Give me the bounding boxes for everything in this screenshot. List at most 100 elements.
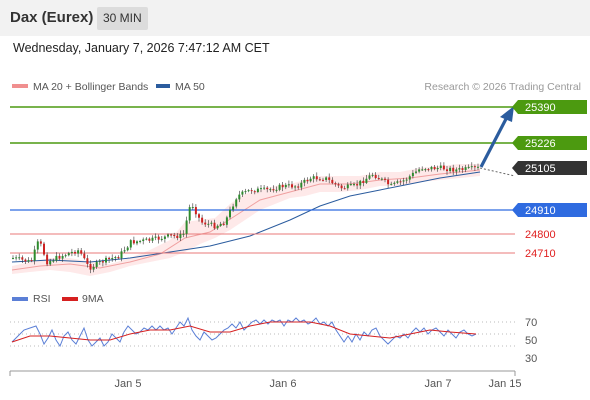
candle-body (464, 167, 467, 170)
candle-body (365, 178, 368, 183)
candle-body (70, 251, 73, 254)
timeframe-badge[interactable]: 30 MIN (97, 7, 148, 30)
candle-body (349, 184, 352, 186)
candle-body (309, 178, 312, 182)
candle-body (343, 188, 346, 190)
ma20-line (11, 169, 481, 271)
candle-body (194, 207, 197, 215)
candle-body (238, 194, 241, 200)
pivot-level-value: 24910 (525, 205, 556, 217)
candle-body (384, 178, 386, 180)
candle-body (108, 257, 111, 260)
target-level-tag (512, 100, 587, 114)
candle-body (399, 181, 402, 183)
candle-body (163, 236, 166, 239)
bollinger-legend-label: MA 20 + Bollinger Bands (33, 81, 148, 93)
candle-body (55, 255, 58, 261)
candle-body (272, 189, 275, 191)
forecast-arrowhead (500, 106, 514, 122)
resistance-level-tag (512, 136, 587, 150)
ma50-legend-label: MA 50 (175, 81, 205, 93)
candle-body (461, 168, 464, 170)
last-price-value: 25105 (525, 163, 556, 175)
candle-body (235, 199, 238, 207)
rsi-ma-line (11, 321, 477, 343)
candle-body (123, 250, 126, 252)
candle-body (306, 179, 309, 182)
candle-body (176, 235, 179, 239)
candle-body (58, 255, 61, 259)
candle-body (24, 259, 27, 262)
candle-body (411, 172, 414, 177)
candle-body (241, 191, 244, 195)
candle-body (117, 257, 120, 259)
candle-body (173, 235, 176, 237)
candle-body (362, 180, 365, 183)
candle-body (210, 222, 213, 224)
candle-body (92, 266, 95, 270)
candle-body (185, 220, 188, 234)
candle-body (253, 191, 256, 193)
candle-body (328, 177, 331, 180)
candles (12, 162, 479, 274)
candle-body (337, 184, 340, 186)
instrument-title: Dax (Eurex) (10, 9, 94, 26)
candle-body (470, 166, 473, 168)
candle-body (340, 185, 343, 189)
candle-body (148, 238, 151, 241)
rsi-legend-swatch (12, 297, 28, 301)
candle-body (402, 180, 405, 182)
candle-body (67, 253, 70, 256)
candle-body (356, 184, 359, 186)
candle-body (322, 179, 324, 181)
candle-body (452, 167, 455, 172)
candle-body (167, 234, 169, 237)
candle-body (61, 255, 64, 259)
last-price-line (479, 167, 516, 177)
candle-body (136, 241, 138, 244)
candle-body (18, 257, 21, 259)
candle-body (120, 251, 123, 259)
candle-body (154, 236, 157, 238)
candle-body (207, 223, 210, 225)
candle-body (219, 223, 222, 226)
last-price-tag (512, 161, 587, 175)
candle-body (74, 251, 76, 254)
candle-body (247, 190, 250, 192)
candle-body (182, 233, 185, 235)
candle-body (297, 186, 300, 188)
candle-body (111, 258, 114, 260)
candle-body (179, 234, 182, 239)
candle-body (129, 240, 132, 248)
candle-body (408, 176, 411, 180)
candle-body (284, 184, 287, 188)
forecast-arrow (479, 116, 509, 168)
candle-body (380, 178, 383, 180)
candle-body (49, 260, 52, 265)
candle-body (151, 237, 154, 241)
candle-body (86, 258, 89, 264)
x-label-jan7: Jan 7 (425, 378, 452, 390)
candle-body (12, 257, 14, 259)
ma50-legend-swatch (156, 84, 170, 88)
candle-body (278, 184, 281, 190)
candle-body (458, 168, 461, 170)
x-label-jan15: Jan 15 (488, 378, 521, 390)
candle-body (291, 184, 293, 188)
candle-body (201, 217, 204, 223)
pivot-level-tag (512, 203, 587, 217)
candle-body (359, 180, 362, 186)
candle-body (374, 174, 377, 179)
target-level-value: 25390 (525, 102, 556, 114)
candle-body (244, 191, 247, 193)
candle-body (287, 184, 290, 186)
candle-body (80, 250, 83, 254)
candle-body (198, 214, 200, 218)
candle-body (433, 166, 436, 170)
candle-body (396, 181, 399, 183)
candle-body (95, 261, 98, 267)
candle-body (157, 236, 160, 240)
rsi-line (11, 316, 477, 348)
